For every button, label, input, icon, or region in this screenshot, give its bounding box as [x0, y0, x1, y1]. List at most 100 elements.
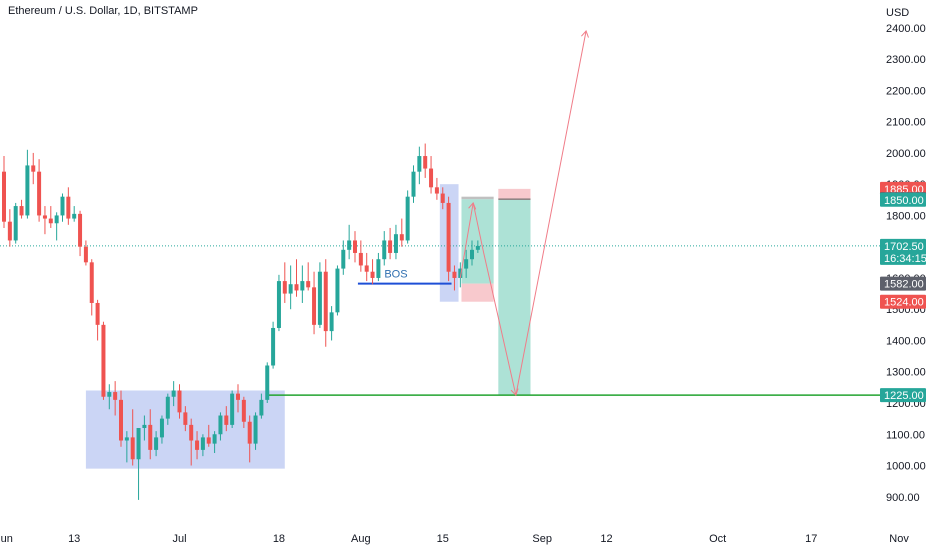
- time-tick-label: 13: [68, 533, 80, 545]
- price-tick-label: 2200.00: [886, 85, 926, 97]
- candle-body: [72, 213, 77, 219]
- candle-body: [370, 271, 375, 278]
- candle-body: [259, 399, 264, 416]
- candle-body: [66, 196, 71, 219]
- candle-body: [423, 156, 428, 169]
- candle-body: [358, 252, 363, 266]
- price-tick-label: 1800.00: [886, 210, 926, 222]
- candle-body: [113, 392, 118, 400]
- time-tick-label: Sep: [532, 533, 552, 545]
- price-tick-label: 1100.00: [886, 429, 925, 441]
- time-tick-label: 12: [600, 533, 612, 545]
- time-tick-label: Oct: [709, 533, 726, 545]
- price-tick-label: 2000.00: [886, 148, 926, 160]
- price-tick-label: 900.00: [886, 492, 920, 504]
- candle-body: [42, 215, 47, 219]
- candle-body: [212, 434, 217, 444]
- arrows-layer: [459, 30, 589, 397]
- candle-body: [265, 365, 270, 400]
- candle-body: [195, 440, 200, 450]
- candle-body: [405, 196, 410, 241]
- candle-body: [376, 259, 381, 278]
- candle-body: [335, 268, 340, 313]
- candle-body: [393, 234, 398, 253]
- zones-layer: [85, 184, 531, 469]
- candle-body: [446, 202, 451, 272]
- candle-body: [19, 206, 24, 216]
- arrow-head: [510, 388, 519, 397]
- candle-body: [317, 271, 322, 325]
- candle-body: [440, 193, 445, 203]
- candle-body: [341, 249, 346, 269]
- candle-body: [347, 240, 352, 250]
- time-axis: Jun 13 Jul 18 Aug 15 Sep 12 Oct 17 Nov: [0, 533, 909, 545]
- candle-body: [159, 418, 164, 438]
- candle-body: [294, 284, 299, 291]
- candle-body: [218, 415, 223, 435]
- candle-body: [475, 245, 480, 250]
- price-tick-label: 2300.00: [886, 54, 926, 66]
- price-tag: [880, 294, 926, 309]
- candle-body: [206, 437, 211, 444]
- candle-body: [83, 246, 88, 263]
- candle-body: [101, 324, 106, 397]
- price-tag-label: 1524.00: [884, 297, 924, 309]
- projection-path: [459, 30, 587, 396]
- price-tag: [880, 276, 926, 291]
- candle-body: [200, 437, 205, 450]
- price-tick-label: 1000.00: [886, 461, 926, 473]
- candle-body: [142, 424, 147, 429]
- candle-body: [165, 396, 170, 419]
- candle-body: [2, 171, 6, 222]
- candle-body: [300, 281, 305, 291]
- candle-body: [271, 327, 276, 366]
- candle-body: [89, 262, 94, 303]
- candle-body: [470, 249, 474, 260]
- time-tick-label: Jun: [0, 533, 13, 545]
- candle-body: [236, 393, 240, 400]
- price-tag: [880, 192, 926, 207]
- candle-body: [276, 281, 281, 328]
- time-tick-label: Aug: [351, 533, 371, 545]
- position-target-large: [498, 199, 531, 396]
- candle-body: [411, 171, 416, 197]
- candle-body: [429, 168, 434, 188]
- candle-body: [452, 271, 457, 278]
- candle-body: [119, 399, 123, 441]
- position-entry-small: [461, 196, 494, 200]
- price-tag-label: 1702.50: [884, 241, 924, 253]
- candle-body: [247, 421, 252, 444]
- price-tick-label: 1300.00: [886, 367, 926, 379]
- price-tag: [880, 388, 926, 403]
- price-tick-label: 1400.00: [886, 335, 926, 347]
- position-stop-large: [498, 188, 531, 200]
- candle-body: [171, 390, 176, 397]
- price-tag-label: 1582.00: [884, 279, 924, 291]
- candle-body: [434, 187, 439, 194]
- candle-body: [60, 196, 65, 216]
- price-tags-layer: 1885.001852.001850.001702.5016:34:151582…: [880, 181, 927, 403]
- price-tag-label: 1225.00: [884, 390, 924, 402]
- candle-body: [177, 390, 182, 413]
- candle-body: [312, 287, 317, 325]
- candle-body: [306, 281, 311, 288]
- candle-body: [382, 240, 387, 260]
- candle-body: [329, 312, 334, 332]
- arrow-head: [468, 201, 477, 210]
- time-tick-label: Nov: [889, 533, 909, 545]
- candle-body: [78, 213, 83, 247]
- candle-body: [7, 221, 12, 241]
- candle-body: [253, 415, 258, 444]
- candle-body: [136, 428, 141, 460]
- candle-body: [288, 284, 293, 294]
- price-tag: [880, 238, 926, 265]
- price-tag-label: 1850.00: [884, 195, 924, 207]
- candle-body: [364, 265, 369, 272]
- price-tick-label: 2400.00: [886, 23, 926, 35]
- candle-body: [224, 415, 229, 425]
- candle-body: [388, 240, 393, 253]
- candle-body: [95, 302, 100, 325]
- time-tick-label: Jul: [172, 533, 186, 545]
- position-stop-small: [461, 283, 494, 302]
